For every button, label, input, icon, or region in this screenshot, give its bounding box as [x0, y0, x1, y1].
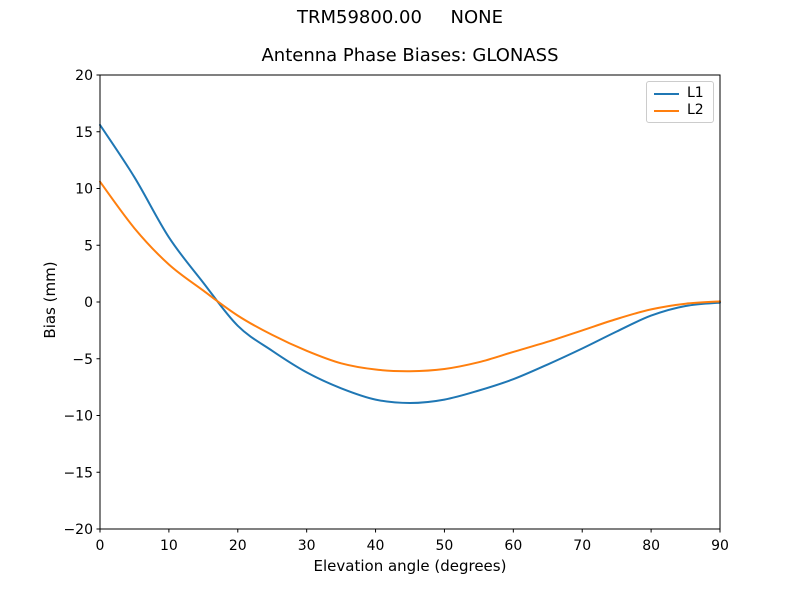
x-tick-label: 60: [504, 538, 522, 554]
x-tick-label: 70: [573, 538, 591, 554]
x-tick-label: 20: [229, 538, 247, 554]
x-tick-label: 90: [711, 538, 729, 554]
x-tick-label: 30: [298, 538, 316, 554]
y-axis-label: Bias (mm): [41, 261, 59, 339]
x-tick-label: 40: [367, 538, 385, 554]
legend: L1 L2: [646, 81, 714, 123]
x-tick-label: 50: [436, 538, 454, 554]
y-tick-label: 5: [84, 238, 93, 254]
l1-line-swatch: [654, 92, 679, 95]
legend-label-l1: L1: [687, 85, 704, 101]
y-tick-label: 0: [84, 295, 93, 311]
legend-item-l2: L2: [654, 103, 706, 118]
y-tick-label: −5: [72, 352, 93, 368]
x-tick-label: 0: [96, 538, 105, 554]
figure-title: TRM59800.00 NONE: [297, 7, 503, 28]
y-tick-label: 20: [75, 68, 93, 84]
series-line-l2: [99, 180, 721, 373]
l2-line-swatch: [654, 109, 679, 112]
axes-spines: [99, 74, 721, 530]
y-tick-label: −10: [63, 409, 93, 425]
legend-item-l1: L1: [654, 86, 706, 101]
x-tick-label: 80: [642, 538, 660, 554]
chart-title: Antenna Phase Biases: GLONASS: [261, 45, 559, 66]
series-line-l1: [99, 123, 721, 404]
x-tick-label: 10: [160, 538, 178, 554]
x-axis-label: Elevation angle (degrees): [313, 557, 507, 575]
y-tick-label: 10: [75, 182, 93, 198]
y-tick-label: −15: [63, 465, 93, 481]
legend-label-l2: L2: [687, 102, 704, 118]
y-tick-label: 15: [75, 125, 93, 141]
y-tick-label: −20: [63, 522, 93, 538]
